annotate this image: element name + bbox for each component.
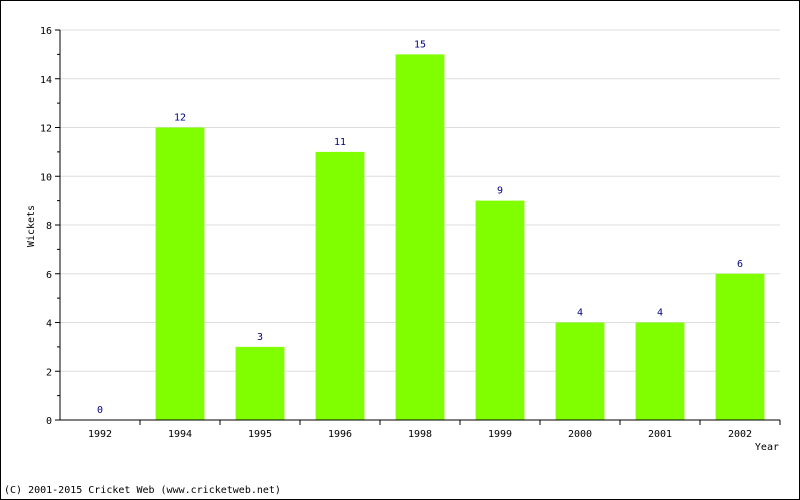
y-tick-label: 10 bbox=[40, 172, 52, 183]
y-tick-label: 4 bbox=[46, 319, 52, 330]
bars bbox=[155, 54, 765, 420]
data-label: 0 bbox=[97, 405, 103, 416]
x-tick-label: 1998 bbox=[408, 429, 432, 440]
x-tick-label: 2000 bbox=[568, 429, 592, 440]
y-tick-label: 8 bbox=[46, 221, 52, 232]
x-axis-title: Year bbox=[755, 442, 779, 453]
bar bbox=[555, 322, 605, 420]
data-label: 6 bbox=[737, 259, 743, 270]
x-tick-label: 2001 bbox=[648, 429, 672, 440]
bar bbox=[155, 127, 205, 420]
data-label: 9 bbox=[497, 186, 503, 197]
bar bbox=[635, 322, 685, 420]
bar bbox=[715, 273, 765, 420]
data-label: 12 bbox=[174, 113, 186, 124]
bar bbox=[315, 151, 365, 420]
y-tick-label: 16 bbox=[40, 26, 52, 37]
x-tick-label: 1994 bbox=[168, 429, 192, 440]
y-tick-label: 0 bbox=[46, 416, 52, 427]
bar bbox=[395, 54, 445, 420]
data-label: 15 bbox=[414, 39, 426, 50]
y-tick-label: 14 bbox=[40, 75, 52, 86]
axes bbox=[55, 29, 781, 425]
y-tick-label: 6 bbox=[46, 270, 52, 281]
y-tick-label: 12 bbox=[40, 124, 52, 135]
data-labels: 0 12 3 11 15 9 4 4 6 bbox=[97, 39, 743, 416]
bar bbox=[475, 200, 525, 420]
y-axis-title: Wickets bbox=[26, 205, 37, 247]
copyright-text: (C) 2001-2015 Cricket Web (www.cricketwe… bbox=[4, 485, 281, 496]
x-tick-label: 1992 bbox=[88, 429, 112, 440]
y-tick-label: 2 bbox=[46, 367, 52, 378]
data-label: 11 bbox=[334, 137, 346, 148]
bar bbox=[235, 346, 285, 420]
x-tick-label: 2002 bbox=[728, 429, 752, 440]
data-label: 3 bbox=[257, 332, 263, 343]
x-tick-label: 1999 bbox=[488, 429, 512, 440]
data-label: 4 bbox=[577, 308, 583, 319]
x-tick-labels: 1992 1994 1995 1996 1998 1999 2000 2001 2002 bbox=[88, 429, 752, 440]
y-tick-labels: 0 2 4 6 8 10 12 14 16 bbox=[40, 26, 52, 427]
data-label: 4 bbox=[657, 308, 663, 319]
x-tick-label: 1995 bbox=[248, 429, 272, 440]
x-tick-label: 1996 bbox=[328, 429, 352, 440]
